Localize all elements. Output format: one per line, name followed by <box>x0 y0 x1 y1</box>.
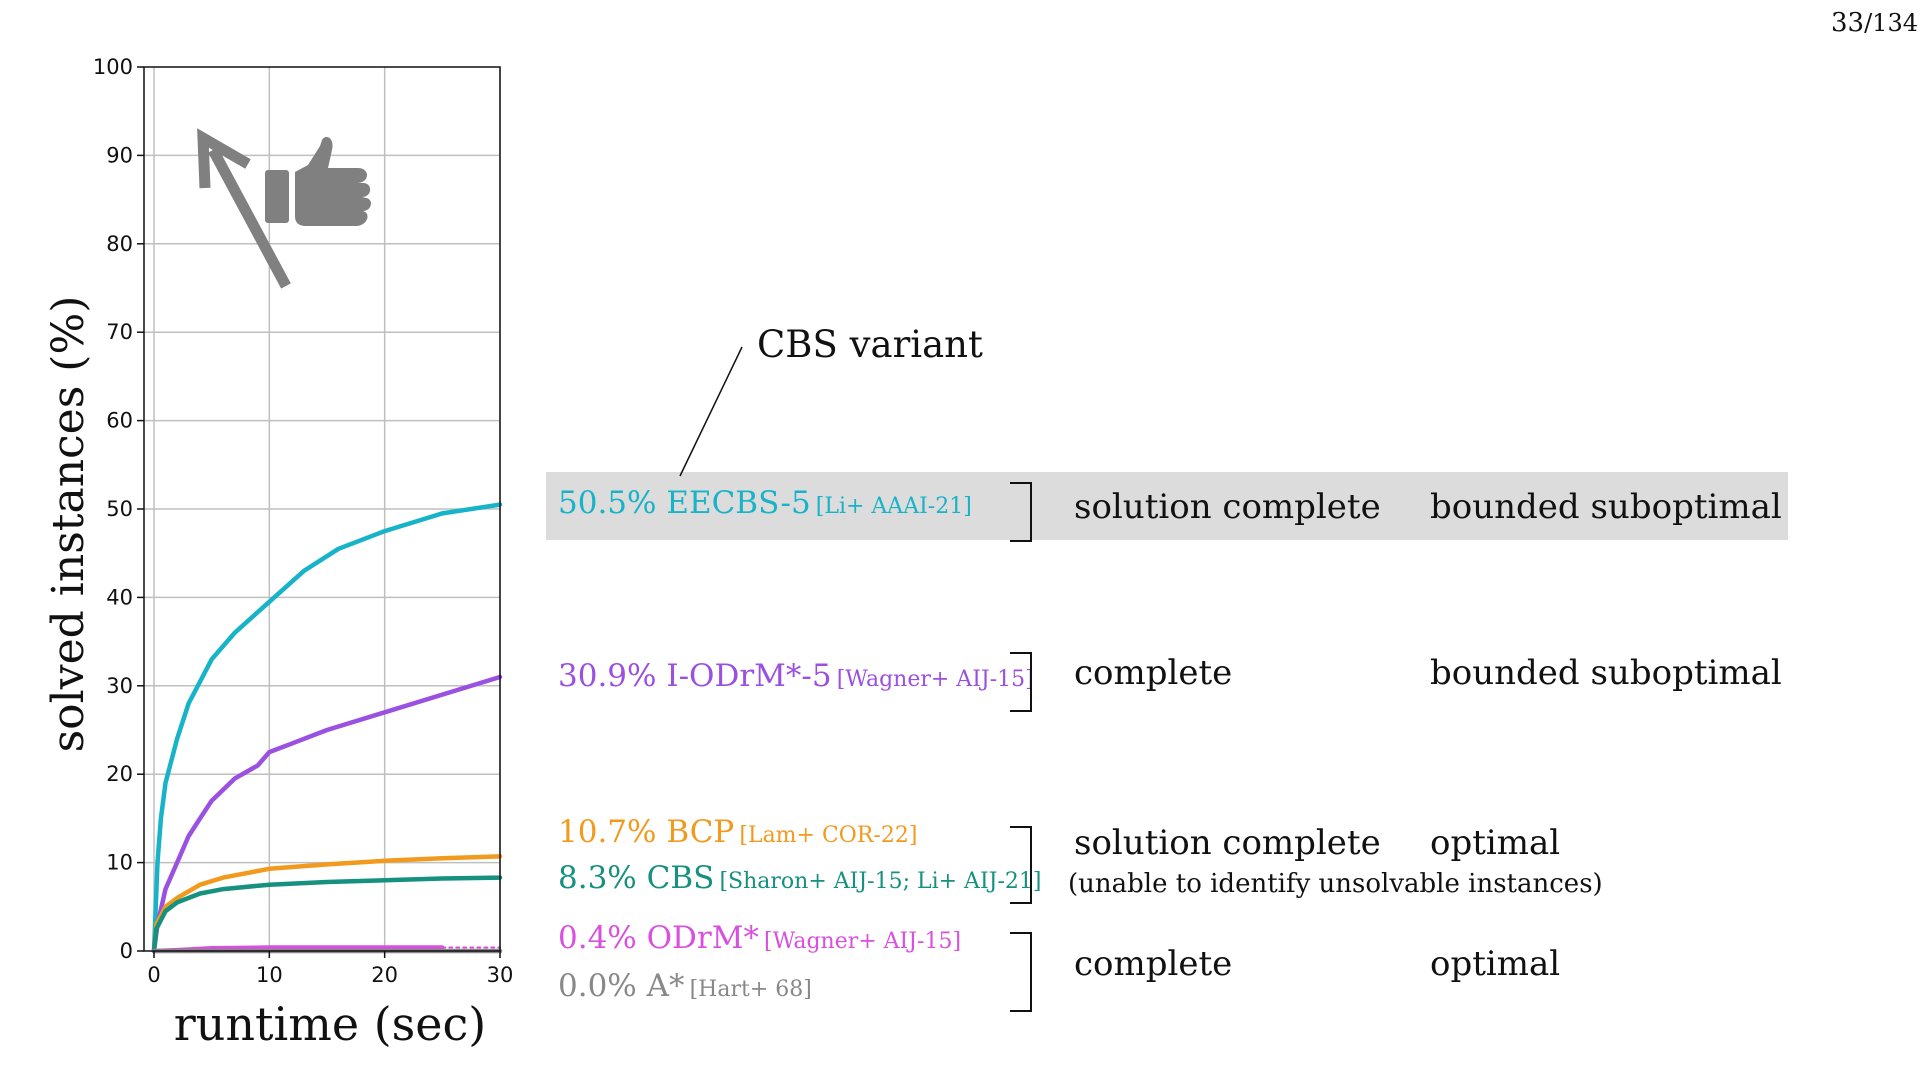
x-tick-label: 30 <box>487 963 514 987</box>
method-astar-citation: [Hart+ 68] <box>689 977 812 1002</box>
method-bcp-citation: [Lam+ COR-22] <box>739 823 918 848</box>
method-eecbs: 50.5% EECBS-5 [Li+ AAAI-21] <box>558 485 972 521</box>
y-tick-label: 70 <box>106 320 133 344</box>
method-bcp: 10.7% BCP [Lam+ COR-22] <box>558 814 917 850</box>
method-astar-label: 0.0% A* <box>558 968 685 1004</box>
series-line-eecbs-5 <box>151 502 503 954</box>
thumbs-up-icon <box>265 137 372 226</box>
x-tick-label: 0 <box>147 963 160 987</box>
y-tick-label: 30 <box>106 674 133 698</box>
method-cbs: 8.3% CBS [Sharon+ AIJ-15; Li+ AIJ-21] <box>558 860 1041 896</box>
y-tick-label: 10 <box>106 851 133 875</box>
method-iodrm-citation: [Wagner+ AIJ-15] <box>836 667 1034 692</box>
method-odrm: 0.4% ODrM* [Wagner+ AIJ-15] <box>558 920 961 956</box>
method-iodrm-label: 30.9% I-ODrM*-5 <box>558 658 832 694</box>
page-total: /134 <box>1864 9 1918 37</box>
method-bcp-label: 10.7% BCP <box>558 814 735 850</box>
method-odrm-label: 0.4% ODrM* <box>558 920 759 956</box>
y-tick-label: 80 <box>106 232 133 256</box>
series-line-bcp <box>151 854 503 954</box>
method-astar: 0.0% A* [Hart+ 68] <box>558 968 812 1004</box>
cbs-variant-callout: CBS variant <box>757 323 983 366</box>
method-odrm-citation: [Wagner+ AIJ-15] <box>764 929 962 954</box>
series-line-cbs <box>151 875 503 954</box>
x-axis-label: runtime (sec) <box>174 997 486 1051</box>
method-cbs-citation: [Sharon+ AIJ-15; Li+ AIJ-21] <box>719 869 1042 894</box>
y-tick-label: 50 <box>106 497 133 521</box>
eecbs-optimality: bounded suboptimal <box>1430 487 1782 527</box>
x-tick-label: 20 <box>371 963 398 987</box>
cbs-group-completeness: solution complete <box>1074 823 1381 863</box>
eecbs-row-highlight <box>546 472 1788 540</box>
y-tick-label: 40 <box>106 585 133 609</box>
bracket-bcp-cbs <box>1010 826 1032 904</box>
cbs-group-note: (unable to identify unsolvable instances… <box>1068 869 1603 899</box>
up-left-arrow-icon <box>197 128 291 289</box>
y-axis-label: solved instances (%) <box>43 296 94 753</box>
y-tick-label: 20 <box>106 762 133 786</box>
x-tick-label: 10 <box>256 963 283 987</box>
y-tick-label: 60 <box>106 409 133 433</box>
bracket-odrm-astar <box>1010 932 1032 1012</box>
method-eecbs-label: 50.5% EECBS-5 <box>558 485 811 521</box>
callout-leader-line <box>679 346 743 477</box>
page-number: 33/134 <box>1831 8 1918 38</box>
chart-series <box>151 502 503 954</box>
complete-group-completeness: complete <box>1074 944 1233 984</box>
eecbs-completeness: solution complete <box>1074 487 1381 527</box>
chart-ticks: 0 10 20 30 0 10 20 30 40 50 60 70 80 90 100 <box>93 55 513 987</box>
cbs-group-optimality: optimal <box>1430 823 1561 863</box>
method-iodrm: 30.9% I-ODrM*-5 [Wagner+ AIJ-15] <box>558 658 1034 694</box>
method-eecbs-citation: [Li+ AAAI-21] <box>815 494 972 519</box>
page-current: 33 <box>1831 8 1865 38</box>
complete-group-optimality: optimal <box>1430 944 1561 984</box>
y-tick-label: 0 <box>120 939 133 963</box>
y-tick-label: 100 <box>93 55 133 79</box>
bracket-iodrm <box>1010 652 1032 712</box>
iodrm-completeness: complete <box>1074 653 1233 693</box>
bracket-eecbs <box>1010 482 1032 542</box>
y-tick-label: 90 <box>106 143 133 167</box>
iodrm-optimality: bounded suboptimal <box>1430 653 1782 693</box>
series-line-i-odrm-5 <box>151 674 503 954</box>
method-cbs-label: 8.3% CBS <box>558 860 715 896</box>
